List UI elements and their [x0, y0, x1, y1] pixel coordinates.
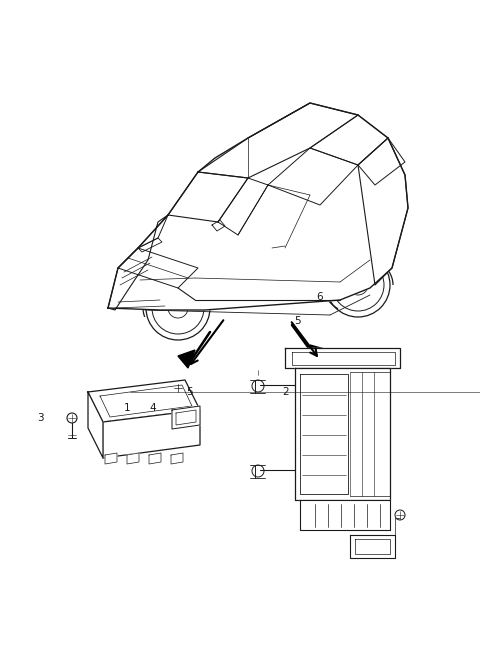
Polygon shape — [285, 348, 400, 368]
Text: 1: 1 — [124, 403, 131, 413]
Polygon shape — [300, 500, 390, 530]
Polygon shape — [295, 368, 390, 500]
Circle shape — [326, 253, 390, 317]
Text: 4: 4 — [149, 403, 156, 413]
Polygon shape — [105, 453, 117, 464]
Text: 6: 6 — [316, 291, 323, 302]
Text: 3: 3 — [37, 413, 44, 423]
Polygon shape — [178, 350, 195, 368]
Text: 2: 2 — [282, 387, 289, 398]
Polygon shape — [310, 345, 328, 362]
Polygon shape — [88, 380, 200, 422]
Text: 5: 5 — [186, 387, 193, 398]
Polygon shape — [108, 103, 408, 310]
Polygon shape — [88, 392, 103, 458]
Polygon shape — [172, 406, 200, 429]
Polygon shape — [149, 453, 161, 464]
Text: 5: 5 — [294, 316, 301, 327]
Polygon shape — [350, 535, 395, 558]
Circle shape — [146, 276, 210, 340]
Polygon shape — [127, 453, 139, 464]
Polygon shape — [171, 453, 183, 464]
Polygon shape — [103, 410, 200, 458]
